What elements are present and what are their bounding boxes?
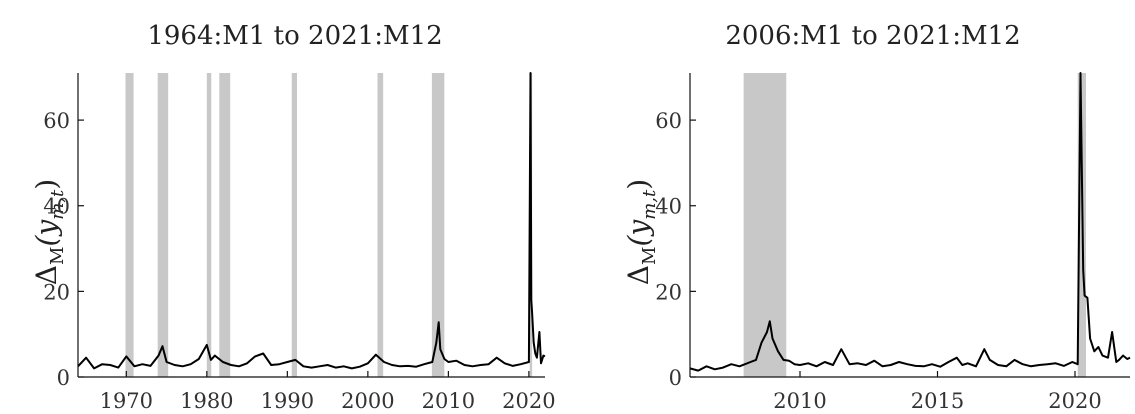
y-tick-label: 20 — [655, 280, 682, 304]
y-tick-label: 40 — [655, 195, 682, 219]
y-tick-label: 0 — [669, 366, 682, 390]
y-tick-label: 60 — [655, 109, 682, 133]
chart-panel-left: 1964:M1 to 2021:M12 ΔM(ym,t) 0 20 40 60 1970… — [30, 21, 556, 413]
recession-band — [125, 73, 134, 377]
x-tick-label: 2010 — [773, 389, 826, 413]
recession-band — [206, 73, 212, 377]
recession-band — [291, 73, 298, 377]
plot-area: 0 20 40 60 2010 2015 2020 — [655, 72, 1131, 413]
y-tick-label: 20 — [43, 280, 70, 304]
y-axis-label: ΔM(ym,t) — [622, 179, 660, 285]
x-tick-label: 2020 — [1048, 389, 1101, 413]
plot-area: 0 20 40 60 1970 1980 1990 2000 2010 2020 — [43, 72, 556, 413]
x-tick-label: 1970 — [100, 389, 153, 413]
x-tick-label: 2020 — [502, 389, 555, 413]
recession-band — [377, 73, 384, 377]
chart-panel-right: 2006:M1 to 2021:M12 ΔM(ym,t) 0 20 40 60 2010… — [622, 21, 1131, 413]
chart-title: 1964:M1 to 2021:M12 — [147, 21, 442, 51]
y-tick-label: 60 — [43, 109, 70, 133]
recession-band — [157, 73, 169, 377]
series-line — [689, 72, 1131, 372]
x-tick-label: 2010 — [422, 389, 475, 413]
x-tick-label: 1990 — [261, 389, 314, 413]
y-tick-label: 0 — [57, 366, 70, 390]
recession-band — [743, 73, 787, 377]
y-axis-label: ΔM(ym,t) — [30, 179, 68, 285]
recession-band — [431, 73, 445, 377]
x-tick-label: 2015 — [911, 389, 964, 413]
recession-band — [219, 73, 231, 377]
y-tick-label: 40 — [43, 195, 70, 219]
x-tick-label: 2000 — [341, 389, 394, 413]
x-tick-label: 1980 — [180, 389, 233, 413]
series-line — [77, 72, 546, 370]
chart-title: 2006:M1 to 2021:M12 — [725, 21, 1020, 51]
